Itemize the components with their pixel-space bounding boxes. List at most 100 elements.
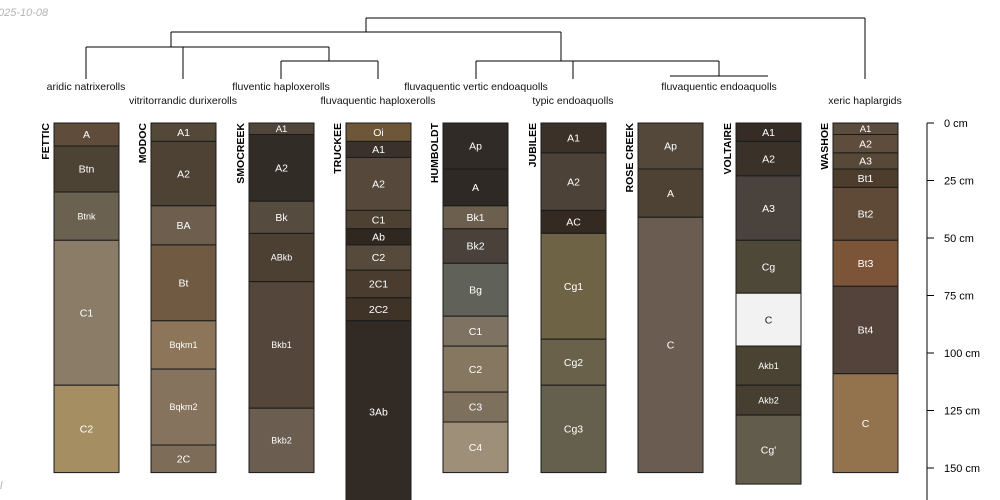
horizon-label: A2	[859, 138, 872, 150]
horizon-label: C1	[469, 326, 483, 338]
horizon-block	[53, 191, 120, 241]
horizon-label: A2	[372, 179, 385, 191]
horizon-label: A1	[276, 124, 288, 135]
horizon-label: C	[862, 418, 870, 430]
horizon-block	[345, 320, 412, 500]
horizon-block	[248, 232, 315, 283]
horizon-block	[637, 168, 704, 218]
horizon-block	[735, 384, 802, 416]
horizon-label: 2C2	[369, 304, 388, 316]
profile-name: ROSE CREEK	[624, 123, 636, 193]
horizon-block	[540, 338, 607, 386]
horizon-block	[735, 414, 802, 485]
horizon-label: Cg2	[564, 357, 583, 369]
horizon-block	[150, 368, 217, 446]
horizon-label: 2C	[177, 453, 191, 465]
horizon-label: Bkb1	[271, 340, 292, 350]
horizon-block	[248, 281, 315, 409]
taxon-label: aridic natrixerolls	[47, 81, 126, 93]
horizon-block	[735, 140, 802, 177]
horizon-label: AC	[566, 217, 581, 229]
taxon-label: fluvaquentic vertic endoaquolls	[404, 81, 548, 93]
soil-profile: Oi A1 A2 C1 Ab C2 2C1 2C2 3Ab TRUCKEE	[332, 122, 412, 500]
horizon-block	[150, 244, 217, 322]
horizon-label: Bk1	[466, 212, 484, 224]
horizon-block	[832, 239, 899, 287]
horizon-label: A2	[177, 168, 190, 180]
horizon-label: Bt4	[858, 325, 874, 337]
horizon-label: Bqkm2	[169, 402, 197, 412]
depth-tick-label: 75 cm	[944, 291, 974, 303]
profile-name: SMOCREEK	[235, 123, 247, 184]
horizon-label: BA	[176, 220, 190, 232]
horizon-block	[53, 239, 120, 386]
profile-name: HUMBOLDT	[429, 122, 441, 183]
horizon-block	[540, 232, 607, 340]
horizon-label: C2	[372, 252, 386, 264]
horizon-block	[540, 122, 607, 154]
horizon-block	[442, 122, 509, 170]
horizon-label: Akb2	[758, 395, 779, 405]
depth-tick-label: 0 cm	[944, 118, 968, 130]
horizon-label: 3Ab	[369, 406, 388, 418]
soil-profiles: A Btn Btnk C1 C2 FETTIC A1 A2 BA Bt Bqkm1 Bqkm2 2C MO…	[40, 122, 899, 500]
soil-profile: A1 A2 BA Bt Bqkm1 Bqkm2 2C MODOC	[137, 122, 217, 474]
horizon-block	[637, 216, 704, 474]
horizon-label: A2	[275, 163, 288, 175]
depth-tick-label: 100 cm	[944, 348, 980, 360]
taxon-label: vitritorrandic durixerolls	[129, 95, 237, 107]
horizon-block	[442, 228, 509, 264]
horizon-label: A1	[762, 127, 775, 139]
horizon-label: Ab	[372, 232, 385, 244]
horizon-label: Cg1	[564, 281, 583, 293]
depth-tick-label: 50 cm	[944, 233, 974, 245]
soil-profile: A1 A2 A3 Bt1 Bt2 Bt3 Bt4 C WASHOE	[819, 122, 899, 474]
horizon-label: A3	[859, 156, 872, 168]
horizon-block	[248, 200, 315, 234]
horizon-label: A1	[177, 127, 190, 139]
horizon-block	[150, 140, 217, 207]
horizon-label: C1	[372, 214, 386, 226]
profile-name: JUBILEE	[527, 123, 539, 167]
horizon-block	[150, 205, 217, 246]
soil-profile: A1 A2 Bk ABkb Bkb1 Bkb2 SMOCREEK	[235, 122, 315, 474]
horizon-block	[345, 244, 412, 271]
corner-mark: l	[0, 480, 3, 492]
horizon-label: C2	[469, 364, 483, 376]
taxon-label: fluvaquentic endoaquolls	[661, 81, 777, 93]
horizon-label: 2C1	[369, 279, 388, 291]
horizon-block	[735, 345, 802, 386]
horizon-block	[735, 292, 802, 347]
horizon-block	[832, 186, 899, 241]
horizon-block	[832, 373, 899, 474]
horizon-label: Bg	[469, 284, 482, 296]
horizon-block	[53, 384, 120, 474]
horizon-block	[150, 320, 217, 370]
depth-tick-label: 125 cm	[944, 406, 980, 418]
horizon-label: Btnk	[77, 211, 96, 221]
taxon-label: fluvaquentic haploxerolls	[321, 95, 436, 107]
soil-profile: A Btn Btnk C1 C2 FETTIC	[40, 122, 120, 474]
horizon-label: Btn	[79, 164, 95, 176]
horizon-label: A2	[567, 176, 580, 188]
horizon-block	[248, 134, 315, 202]
soil-profile: A1 A2 A3 Cg C Akb1 Akb2 Cg' VOLTAIRE	[722, 122, 802, 485]
depth-tick-label: 150 cm	[944, 463, 980, 475]
horizon-block	[345, 269, 412, 299]
horizon-label: Cg	[762, 261, 776, 273]
horizon-block	[540, 384, 607, 474]
horizon-label: A	[472, 182, 479, 194]
horizon-label: Bt	[179, 278, 189, 290]
horizon-label: Ap	[469, 141, 482, 153]
taxon-label: fluventic haploxerolls	[232, 81, 329, 93]
horizon-label: A	[667, 188, 674, 200]
depth-axis: 0 cm 25 cm 50 cm 75 cm 100 cm 125 cm 150 cm	[926, 118, 980, 500]
horizon-label: Ap	[664, 141, 677, 153]
horizon-block	[150, 444, 217, 474]
horizon-block	[442, 421, 509, 474]
soil-profile: Ap A Bk1 Bk2 Bg C1 C2 C3 C4 HUMBOLDT	[429, 122, 509, 474]
horizon-block	[442, 345, 509, 393]
horizon-block	[442, 391, 509, 423]
